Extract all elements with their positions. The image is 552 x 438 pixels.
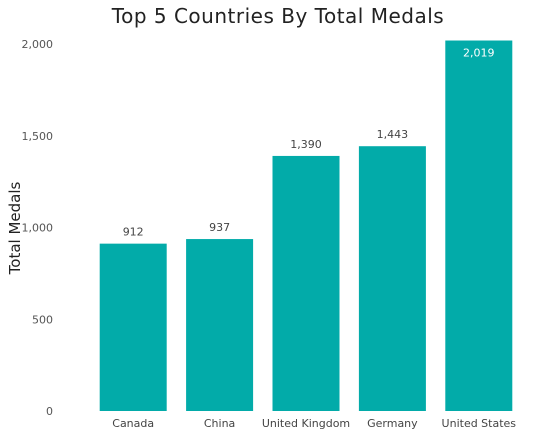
x-tick-label: Germany [367, 417, 418, 430]
y-tick-label: 2,000 [22, 38, 54, 51]
data-label: 1,390 [290, 138, 322, 151]
x-tick-label: United States [442, 417, 517, 430]
bar-china[interactable] [186, 239, 254, 411]
y-axis: 0 500 1,000 1,500 2,000 [22, 38, 54, 418]
data-label: 2,019 [463, 47, 495, 60]
x-tick-label: United Kingdom [262, 417, 350, 430]
y-axis-title: Total Medals [6, 181, 24, 275]
chart-title: Top 5 Countries By Total Medals [111, 4, 445, 28]
bar-canada[interactable] [99, 243, 167, 411]
bars-group: 912 937 1,390 1,443 2,019 [99, 40, 513, 412]
y-tick-label: 0 [46, 405, 53, 418]
bar-united-kingdom[interactable] [272, 155, 340, 411]
data-label: 937 [209, 221, 230, 234]
y-tick-label: 1,500 [22, 130, 54, 143]
x-tick-label: China [204, 417, 235, 430]
x-tick-label: Canada [112, 417, 154, 430]
y-tick-label: 1,000 [22, 222, 54, 235]
y-tick-label: 500 [32, 313, 53, 326]
data-label: 1,443 [377, 128, 409, 141]
bar-united-states[interactable] [445, 40, 513, 412]
data-label: 912 [123, 226, 144, 239]
x-axis: Canada China United Kingdom Germany United S… [112, 417, 516, 430]
bar-germany[interactable] [358, 146, 426, 411]
